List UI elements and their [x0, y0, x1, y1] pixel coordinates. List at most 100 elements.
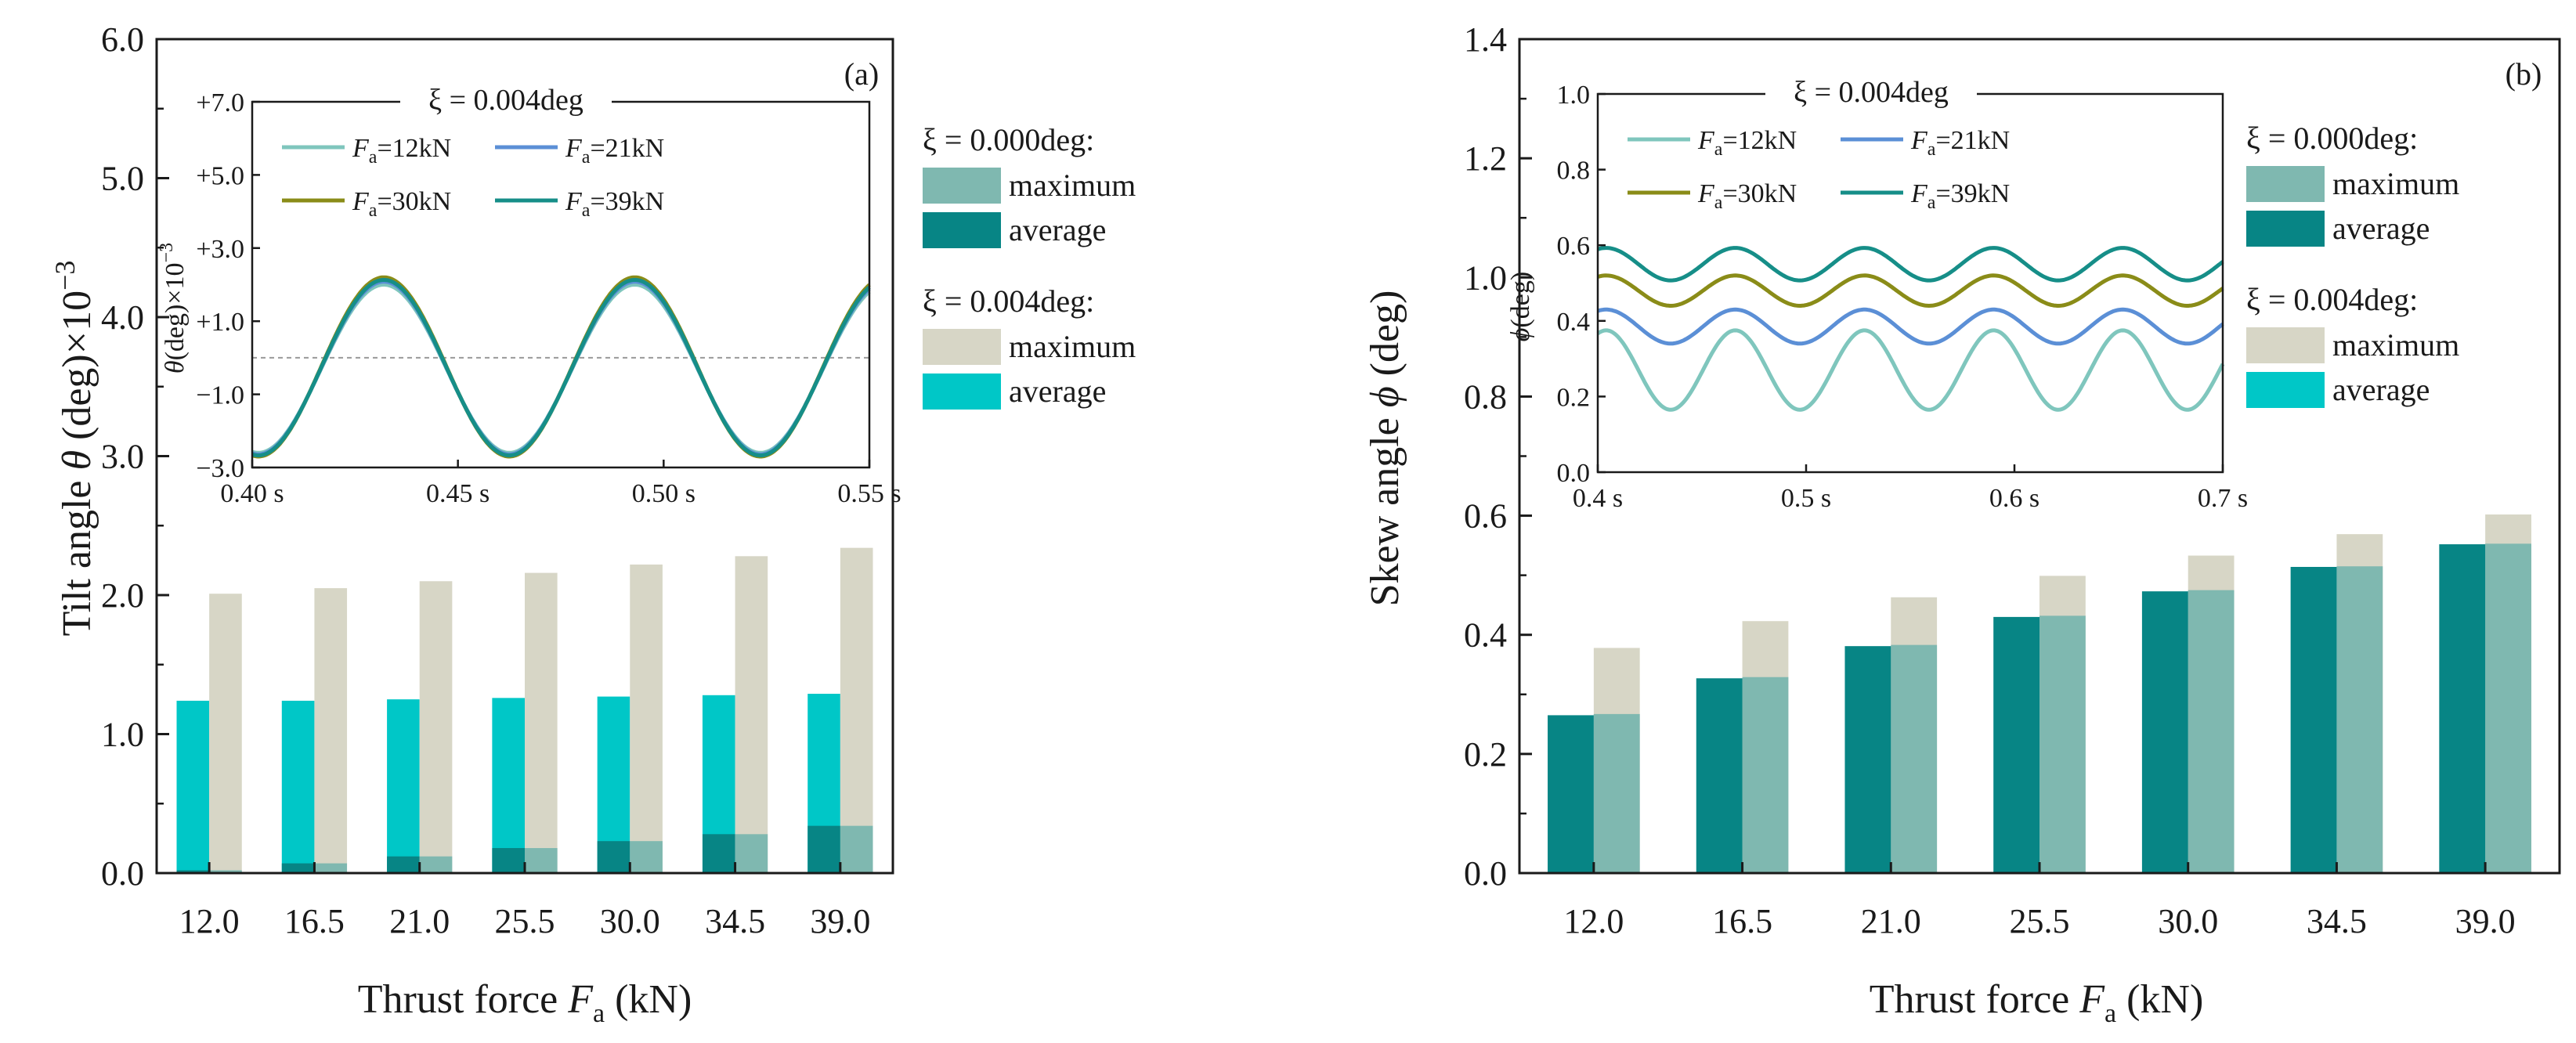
x-tick-label: 30.0 [600, 902, 660, 940]
inset-legend-label: Fa=21kN [565, 134, 664, 168]
x-axis-label: Thrust force Fa (kN) [1870, 977, 2204, 1028]
inset-legend-value: =39kN [1935, 179, 2010, 208]
legend-label: average [1009, 212, 1106, 247]
bar-max-000 [2188, 590, 2235, 873]
bar-avg-004 [492, 698, 525, 873]
y-tick-label: 0.2 [1464, 735, 1507, 774]
inset-legend-sub: a [369, 200, 378, 221]
inset-legend-label: Fa=30kN [1697, 179, 1797, 213]
y-label-exp: −3 [49, 261, 81, 291]
inset-series-line [251, 277, 871, 458]
legend-swatch [2246, 166, 2325, 202]
y-tick-label: 1.4 [1464, 20, 1507, 59]
inset-x-tick-label: 0.45 s [426, 479, 490, 508]
x-label-sub: a [593, 999, 605, 1028]
inset-x-tick-label: 0.50 s [632, 479, 695, 508]
inset-legend-sub: a [369, 147, 378, 168]
x-label-symbol: F [567, 977, 594, 1022]
inset-legend-sub: a [1714, 193, 1723, 213]
y-tick-label: 0.4 [1464, 616, 1507, 655]
panel-label: (b) [2506, 56, 2542, 92]
inset-legend-sub: a [1927, 193, 1936, 213]
y-axis-label: Skew angle ϕ (deg) [1363, 291, 1407, 607]
x-tick-label: 25.5 [2010, 902, 2070, 940]
inset-x-tick-label: 0.4 s [1573, 484, 1623, 513]
inset-series-line [1596, 328, 2225, 412]
bar-avg-000 [176, 870, 210, 873]
legend-label: average [2332, 372, 2430, 407]
inset-legend-value: =12kN [1722, 126, 1797, 155]
bar-avg-000 [387, 856, 420, 873]
inset-chart: 0.0 0.2 0.4 0.6 0.8 1.0 0.4 s 0.5 s 0.6 s 0.7 s ϕ(… [1506, 70, 2248, 513]
x-tick-label: 25.5 [495, 902, 555, 940]
bar-avg-000 [492, 848, 525, 873]
x-tick-label: 21.0 [389, 902, 450, 940]
legend-label: maximum [2332, 327, 2459, 363]
bar-avg-000 [1993, 616, 2039, 873]
inset-series-line [1597, 246, 2224, 283]
x-tick-label: 16.5 [1712, 902, 1772, 940]
inset-legend-label: Fa=21kN [1910, 126, 2010, 160]
inset-y-tick-label: 0.2 [1557, 383, 1591, 412]
bar-max-000 [1593, 713, 1640, 873]
legend-swatch [2246, 327, 2325, 363]
inset-background [252, 102, 869, 467]
legend-swatch [923, 329, 1001, 365]
bar-avg-000 [597, 841, 630, 873]
y-tick-label: 1.0 [101, 716, 144, 754]
bar-avg-000 [2290, 566, 2337, 873]
bar-avg-004 [281, 700, 315, 873]
panel-label: (a) [844, 56, 879, 92]
legend-swatch [923, 168, 1001, 204]
y-label-unit: (deg) [1363, 291, 1407, 387]
y-tick-label: 2.0 [101, 576, 144, 615]
x-label-text: Thrust force [358, 977, 558, 1022]
y-tick-label: 6.0 [101, 20, 144, 59]
y-tick-label: 3.0 [101, 438, 144, 476]
y-tick-label: 4.0 [101, 298, 144, 337]
inset-legend-value: =21kN [590, 134, 664, 163]
bar-avg-000 [807, 825, 840, 873]
inset-background [1598, 94, 2223, 472]
legend-swatch [923, 212, 1001, 248]
inset-legend-symbol: F [565, 187, 583, 216]
bar-max-000 [2485, 543, 2531, 873]
inset-y-tick-label: +3.0 [196, 235, 244, 264]
inset-y-tick-label: −1.0 [196, 381, 244, 410]
legend-title: ξ = 0.004deg: [2246, 282, 2418, 317]
y-tick-label: 1.2 [1464, 139, 1507, 178]
inset-title-bg [400, 78, 612, 114]
inset-legend-value: =21kN [1935, 126, 2010, 155]
panel-b: 0.0 0.2 0.4 0.6 0.8 1.0 1.2 1.4 12.0 16.5 21.0 25.5… [1363, 20, 2561, 1028]
inset-legend-label: Fa=30kN [352, 187, 451, 221]
inset-y-tick-label: 0.0 [1557, 459, 1591, 488]
y-axis-label: Tilt angle θ (deg)×10−3 [49, 261, 99, 637]
y-tick-label: 1.0 [1464, 258, 1507, 297]
bar-max-000 [735, 834, 768, 873]
x-tick-label: 21.0 [1861, 902, 1921, 940]
inset-legend-label: Fa=39kN [1910, 179, 2010, 213]
legend-title: ξ = 0.000deg: [2246, 121, 2418, 156]
legend: ξ = 0.000deg: maximum average ξ = 0.004deg:… [2246, 121, 2459, 408]
bar-avg-000 [281, 863, 315, 873]
inset-legend-sub: a [1927, 139, 1936, 160]
x-tick-label: 12.0 [1563, 902, 1624, 940]
bar-avg-000 [1844, 646, 1891, 873]
y-label-unit: (deg)×10 [55, 291, 99, 450]
bar-avg-000 [1548, 715, 1594, 873]
bar-max-000 [419, 856, 453, 873]
y-tick-label: 0.0 [101, 854, 144, 893]
inset-y-tick-label: −3.0 [196, 454, 244, 483]
inset-legend-symbol: F [352, 134, 370, 163]
inset-legend-value: =39kN [590, 187, 664, 216]
legend-label: average [1009, 374, 1106, 409]
x-label-sub: a [2105, 999, 2116, 1028]
inset-x-tick-label: 0.6 s [1989, 484, 2039, 513]
inset-legend-value: =12kN [377, 134, 451, 163]
inset-legend-sub: a [582, 147, 591, 168]
inset-y-axis-label: ϕ(deg) [1506, 272, 1535, 341]
bar-max-004 [209, 594, 242, 873]
bar-max-004 [314, 588, 348, 873]
bar-max-000 [840, 825, 873, 873]
